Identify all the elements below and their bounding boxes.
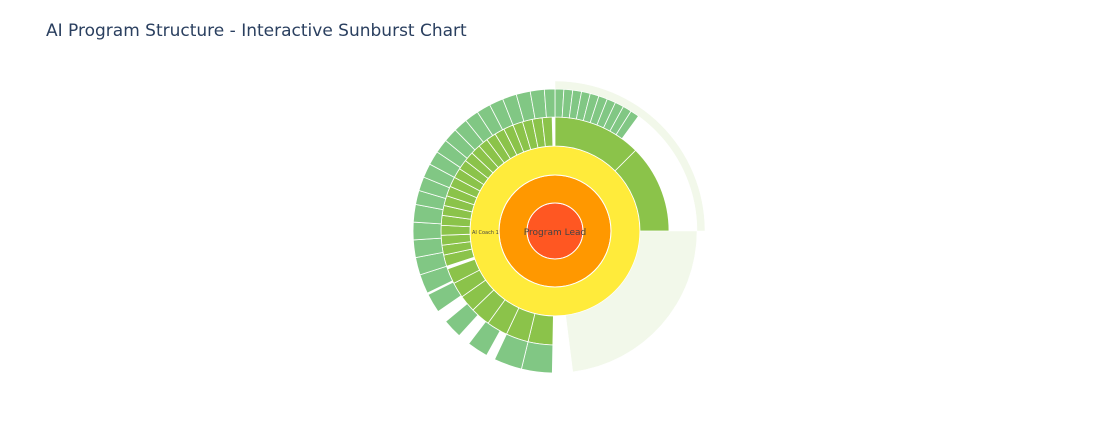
sunburst-fading-sector-1 [565, 230, 698, 373]
sunburst-fading-sector-0 [554, 80, 706, 232]
root-label: Program Lead [524, 228, 586, 238]
sunburst-segment-depth4-12[interactable] [468, 320, 501, 356]
sunburst-segment-depth4-18[interactable] [412, 221, 442, 241]
sunburst-segment-depth4-9[interactable] [615, 110, 640, 140]
sunburst-segment-depth4-33[interactable] [543, 88, 556, 118]
sunburst-segment-depth4-11[interactable] [494, 333, 529, 370]
coach-label: AI Coach 1 [472, 230, 499, 236]
sunburst-segment-depth3-1[interactable] [614, 149, 670, 232]
sunburst-segment-depth4-14[interactable] [427, 281, 462, 313]
chart-title: AI Program Structure - Interactive Sunbu… [46, 21, 467, 41]
sunburst-segment-depth4-13[interactable] [445, 303, 479, 337]
